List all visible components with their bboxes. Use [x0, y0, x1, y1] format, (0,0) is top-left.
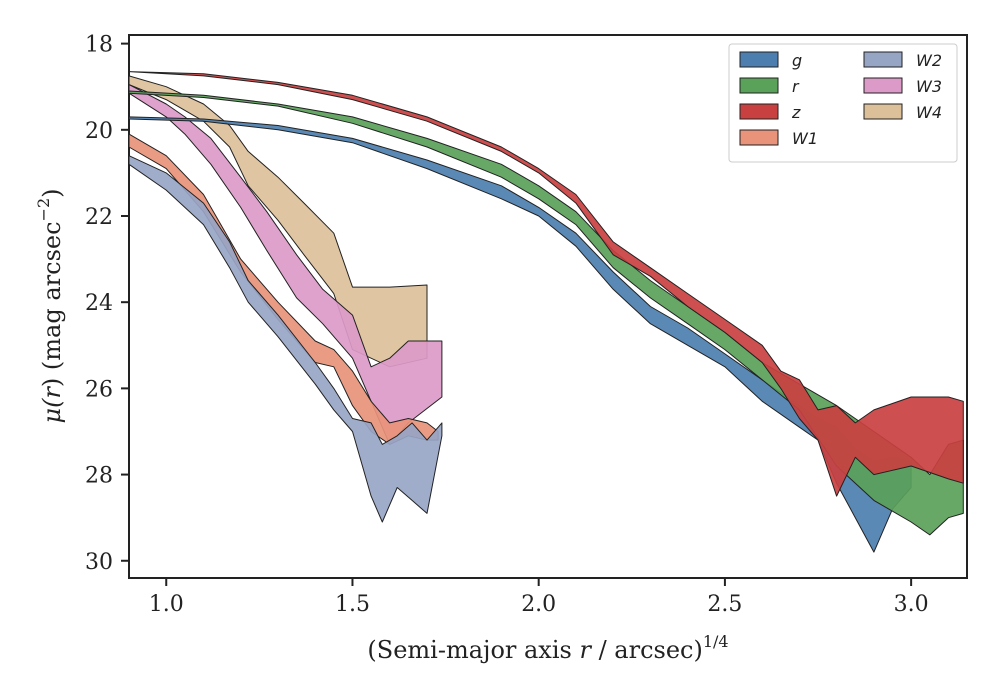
y-tick-label: 20: [85, 119, 113, 144]
x-tick-label: 1.0: [149, 592, 184, 617]
y-tick-label: 22: [85, 205, 113, 230]
legend-label-W2: W2: [916, 51, 942, 70]
x-axis: 1.0 1.5 2.0 2.5 3.0: [149, 578, 929, 617]
legend-label-W1: W1: [792, 129, 818, 148]
legend-label-W4: W4: [916, 103, 942, 122]
legend-swatch-W1: [739, 129, 779, 146]
legend-swatch-r: [739, 77, 779, 94]
legend-swatch-z: [739, 103, 779, 120]
band-z: [128, 71, 964, 497]
y-axis: 18 20 22 24 26 28 30: [85, 33, 129, 575]
x-tick-label: 1.5: [335, 592, 370, 617]
legend-swatch-W3: [863, 77, 903, 94]
x-tick-label: 2.0: [521, 592, 556, 617]
legend-label-g: g: [792, 51, 802, 70]
surface-brightness-bands: [128, 71, 964, 553]
legend-swatch-W2: [863, 51, 903, 68]
legend-box: [728, 43, 958, 163]
y-tick-label: 18: [85, 33, 113, 58]
x-tick-label: 3.0: [894, 592, 929, 617]
legend-label-W3: W3: [916, 77, 942, 96]
band-W3: [128, 84, 443, 445]
legend-swatch-g: [739, 51, 779, 68]
plot-frame: [128, 34, 968, 579]
y-tick-label: 26: [85, 377, 113, 402]
y-axis-title: μ(r) (mag arcsec−2): [34, 188, 66, 423]
legend-label-z: z: [791, 103, 801, 122]
legend-label-r: r: [792, 77, 800, 96]
y-tick-label: 24: [85, 291, 113, 316]
x-axis-title: (Semi-major axis r / arcsec)1/4: [367, 632, 728, 664]
legend-swatch-W4: [863, 103, 903, 120]
y-tick-label: 30: [85, 550, 113, 575]
y-tick-label: 28: [85, 464, 113, 489]
x-tick-label: 2.5: [707, 592, 742, 617]
legend: grz W1 W2 W3 W4: [728, 43, 958, 163]
band-W2: [128, 155, 443, 523]
band-r: [128, 90, 964, 536]
